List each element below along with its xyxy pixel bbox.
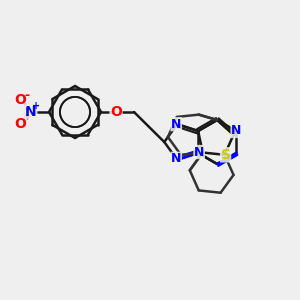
Text: N: N xyxy=(231,124,242,137)
Text: O: O xyxy=(14,93,26,107)
Text: +: + xyxy=(32,101,40,111)
Text: O: O xyxy=(110,105,122,119)
Text: N: N xyxy=(171,118,181,131)
Text: N: N xyxy=(171,152,181,165)
Text: N: N xyxy=(25,105,37,119)
Text: O: O xyxy=(14,117,26,131)
Text: -: - xyxy=(24,88,30,101)
Text: S: S xyxy=(220,148,231,162)
Text: N: N xyxy=(194,146,204,158)
